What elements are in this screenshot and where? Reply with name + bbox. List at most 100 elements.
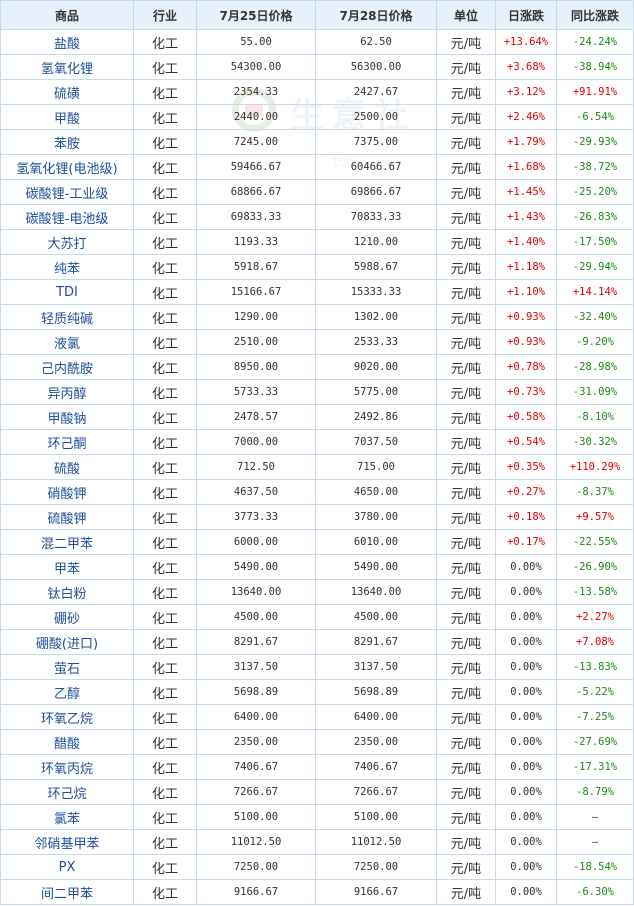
table-row: 硫酸 化工 712.50 715.00 元/吨 +0.35% +110.29% (0, 454, 634, 480)
commodity-link[interactable]: 异丙醇 (0, 379, 134, 405)
commodity-link[interactable]: 纯苯 (0, 254, 134, 280)
commodity-link[interactable]: 间二甲苯 (0, 879, 134, 905)
commodity-link[interactable]: TDI (0, 279, 134, 305)
daily-change-cell: +0.27% (495, 479, 557, 505)
table-row: 硼砂 化工 4500.00 4500.00 元/吨 0.00% +2.27% (0, 604, 634, 630)
commodity-link[interactable]: 邻硝基甲苯 (0, 829, 134, 855)
commodity-link[interactable]: 硼砂 (0, 604, 134, 630)
commodity-link[interactable]: 液氯 (0, 329, 134, 355)
commodity-link[interactable]: 硫磺 (0, 79, 134, 105)
daily-change-cell: 0.00% (495, 729, 557, 755)
table-row: 混二甲苯 化工 6000.00 6010.00 元/吨 +0.17% -22.55% (0, 529, 634, 555)
price-jul25-cell: 712.50 (196, 454, 316, 480)
yoy-change-cell: -26.90% (556, 554, 634, 580)
unit-cell: 元/吨 (436, 879, 496, 905)
table-row: 环氧乙烷 化工 6400.00 6400.00 元/吨 0.00% -7.25% (0, 704, 634, 730)
daily-change-cell: 0.00% (495, 704, 557, 730)
unit-cell: 元/吨 (436, 454, 496, 480)
price-jul25-cell: 11012.50 (196, 829, 316, 855)
unit-cell: 元/吨 (436, 529, 496, 555)
commodity-link[interactable]: 环己酮 (0, 429, 134, 455)
commodity-link[interactable]: 碳酸锂-电池级 (0, 204, 134, 230)
commodity-link[interactable]: 甲苯 (0, 554, 134, 580)
price-jul25-cell: 55.00 (196, 29, 316, 55)
daily-change-cell: 0.00% (495, 779, 557, 805)
price-jul28-cell: 7406.67 (315, 754, 437, 780)
price-jul25-cell: 2478.57 (196, 404, 316, 430)
table-row: 碳酸锂-工业级 化工 68866.67 69866.67 元/吨 +1.45% -25.20… (0, 179, 634, 205)
unit-cell: 元/吨 (436, 279, 496, 305)
yoy-change-cell: -29.93% (556, 129, 634, 155)
industry-cell: 化工 (133, 29, 197, 55)
commodity-link[interactable]: 萤石 (0, 654, 134, 680)
unit-cell: 元/吨 (436, 354, 496, 380)
industry-cell: 化工 (133, 804, 197, 830)
commodity-link[interactable]: 环己烷 (0, 779, 134, 805)
daily-change-cell: +1.45% (495, 179, 557, 205)
table-body: 盐酸 化工 55.00 62.50 元/吨 +13.64% -24.24% 氢氧化锂 化工 543… (0, 29, 634, 905)
daily-change-cell: +0.93% (495, 329, 557, 355)
price-jul25-cell: 4500.00 (196, 604, 316, 630)
commodity-link[interactable]: 环氧丙烷 (0, 754, 134, 780)
commodity-link[interactable]: 碳酸锂-工业级 (0, 179, 134, 205)
price-jul28-cell: 13640.00 (315, 579, 437, 605)
unit-cell: 元/吨 (436, 104, 496, 130)
price-jul28-cell: 4500.00 (315, 604, 437, 630)
table-row: 大苏打 化工 1193.33 1210.00 元/吨 +1.40% -17.50% (0, 229, 634, 255)
commodity-link[interactable]: 硼酸(进口) (0, 629, 134, 655)
commodity-link[interactable]: 盐酸 (0, 29, 134, 55)
commodity-link[interactable]: 氯苯 (0, 804, 134, 830)
price-jul25-cell: 3773.33 (196, 504, 316, 530)
commodity-link[interactable]: 甲酸钠 (0, 404, 134, 430)
price-jul28-cell: 715.00 (315, 454, 437, 480)
price-jul28-cell: 2492.86 (315, 404, 437, 430)
commodity-link[interactable]: PX (0, 854, 134, 880)
commodity-link[interactable]: 己内酰胺 (0, 354, 134, 380)
commodity-link[interactable]: 醋酸 (0, 729, 134, 755)
commodity-link[interactable]: 氢氧化锂 (0, 54, 134, 80)
unit-cell: 元/吨 (436, 154, 496, 180)
unit-cell: 元/吨 (436, 554, 496, 580)
daily-change-cell: +0.35% (495, 454, 557, 480)
price-jul28-cell: 4650.00 (315, 479, 437, 505)
yoy-change-cell: +14.14% (556, 279, 634, 305)
commodity-link[interactable]: 大苏打 (0, 229, 134, 255)
header-yoy-change: 同比涨跌 (556, 0, 634, 30)
daily-change-cell: 0.00% (495, 879, 557, 905)
price-jul28-cell: 6010.00 (315, 529, 437, 555)
commodity-link[interactable]: 硫酸钾 (0, 504, 134, 530)
industry-cell: 化工 (133, 454, 197, 480)
daily-change-cell: 0.00% (495, 854, 557, 880)
price-jul25-cell: 5918.67 (196, 254, 316, 280)
yoy-change-cell: +7.08% (556, 629, 634, 655)
price-jul25-cell: 7245.00 (196, 129, 316, 155)
commodity-link[interactable]: 硝酸钾 (0, 479, 134, 505)
table-row: 液氯 化工 2510.00 2533.33 元/吨 +0.93% -9.20% (0, 329, 634, 355)
unit-cell: 元/吨 (436, 304, 496, 330)
industry-cell: 化工 (133, 679, 197, 705)
table-row: 硼酸(进口) 化工 8291.67 8291.67 元/吨 0.00% +7.08% (0, 629, 634, 655)
commodity-link[interactable]: 苯胺 (0, 129, 134, 155)
price-jul25-cell: 13640.00 (196, 579, 316, 605)
commodity-link[interactable]: 硫酸 (0, 454, 134, 480)
industry-cell: 化工 (133, 779, 197, 805)
price-jul25-cell: 7406.67 (196, 754, 316, 780)
commodity-link[interactable]: 钛白粉 (0, 579, 134, 605)
daily-change-cell: 0.00% (495, 629, 557, 655)
unit-cell: 元/吨 (436, 29, 496, 55)
price-jul25-cell: 5490.00 (196, 554, 316, 580)
commodity-link[interactable]: 氢氧化锂(电池级) (0, 154, 134, 180)
price-jul25-cell: 4637.50 (196, 479, 316, 505)
commodity-link[interactable]: 环氧乙烷 (0, 704, 134, 730)
price-jul28-cell: 3780.00 (315, 504, 437, 530)
commodity-link[interactable]: 乙醇 (0, 679, 134, 705)
price-jul28-cell: 2533.33 (315, 329, 437, 355)
commodity-link[interactable]: 甲酸 (0, 104, 134, 130)
table-row: 硫酸钾 化工 3773.33 3780.00 元/吨 +0.18% +9.57% (0, 504, 634, 530)
commodity-link[interactable]: 混二甲苯 (0, 529, 134, 555)
header-daily-change: 日涨跌 (495, 0, 557, 30)
yoy-change-cell: -8.79% (556, 779, 634, 805)
commodity-link[interactable]: 轻质纯碱 (0, 304, 134, 330)
price-jul28-cell: 8291.67 (315, 629, 437, 655)
table-row: 碳酸锂-电池级 化工 69833.33 70833.33 元/吨 +1.43% -26.83… (0, 204, 634, 230)
